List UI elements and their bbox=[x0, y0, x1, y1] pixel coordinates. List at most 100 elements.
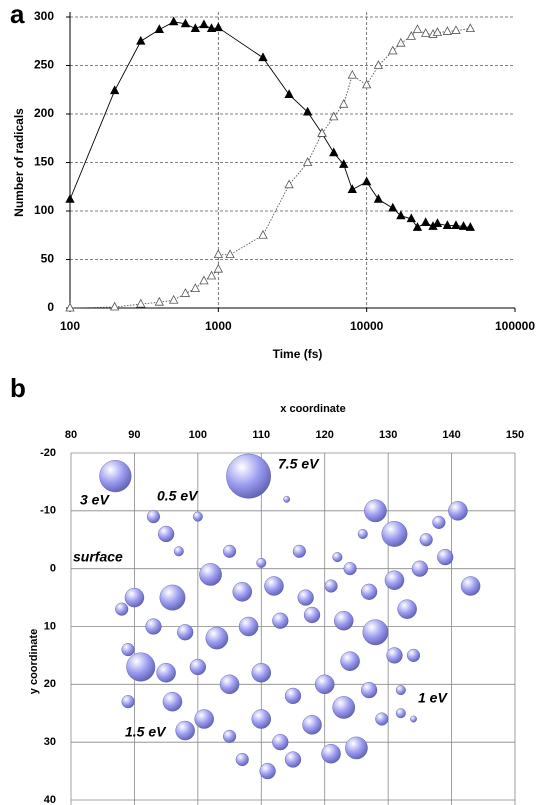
bubble bbox=[419, 533, 433, 547]
bubble bbox=[362, 619, 389, 646]
bubble bbox=[173, 546, 184, 557]
bubble bbox=[256, 557, 267, 568]
marker bbox=[329, 147, 339, 157]
bubble bbox=[251, 663, 271, 683]
marker bbox=[65, 302, 75, 312]
bubble bbox=[159, 584, 186, 611]
series-line bbox=[69, 21, 471, 229]
bubble bbox=[345, 736, 368, 760]
panel-label: b bbox=[10, 373, 26, 403]
marker bbox=[302, 106, 313, 116]
bubble bbox=[124, 587, 145, 608]
marker bbox=[180, 288, 191, 297]
marker bbox=[302, 157, 313, 166]
bubble bbox=[410, 715, 417, 723]
marker bbox=[347, 184, 357, 194]
marker bbox=[465, 23, 476, 33]
y-tick-label: 100 bbox=[34, 203, 54, 217]
bubble bbox=[360, 681, 378, 699]
bubble bbox=[272, 734, 289, 751]
x-tick-label: 130 bbox=[379, 429, 397, 441]
marker bbox=[339, 98, 349, 108]
bubble bbox=[189, 658, 206, 676]
bubble bbox=[162, 691, 183, 712]
y-tick-label: -20 bbox=[40, 447, 56, 459]
bubble bbox=[343, 562, 357, 576]
annotation: 0.5 eV bbox=[157, 488, 199, 504]
marker bbox=[190, 23, 201, 33]
y-tick-label: 200 bbox=[34, 106, 54, 120]
y-tick-label: 0 bbox=[50, 563, 56, 575]
marker bbox=[329, 111, 339, 121]
x-tick-label: 90 bbox=[128, 429, 140, 441]
marker bbox=[136, 35, 146, 45]
bubble bbox=[272, 612, 289, 629]
bubble bbox=[194, 709, 214, 729]
bubble bbox=[264, 576, 284, 596]
marker bbox=[412, 222, 423, 231]
bubble bbox=[332, 696, 356, 719]
bubble bbox=[126, 652, 156, 682]
bubble bbox=[334, 611, 354, 631]
marker bbox=[136, 298, 146, 308]
bubble bbox=[321, 744, 341, 764]
bubble bbox=[226, 453, 272, 499]
y-axis-label: y coordinate bbox=[28, 629, 40, 694]
marker bbox=[225, 249, 235, 259]
marker bbox=[169, 294, 179, 304]
marker bbox=[213, 263, 223, 273]
marker bbox=[284, 89, 294, 98]
bubble bbox=[302, 715, 322, 735]
x-tick-label: 100000 bbox=[495, 319, 535, 333]
marker bbox=[109, 301, 120, 311]
bubble bbox=[397, 599, 417, 619]
marker bbox=[154, 24, 164, 34]
y-axis-label: Number of radicals bbox=[12, 108, 26, 217]
x-axis-label: x coordinate bbox=[280, 403, 345, 415]
x-axis-label: Time (fs) bbox=[273, 347, 323, 361]
bubble bbox=[332, 552, 343, 563]
marker bbox=[65, 194, 75, 203]
bubble bbox=[232, 582, 252, 602]
marker bbox=[347, 69, 357, 79]
marker bbox=[451, 220, 461, 229]
x-tick-label: 100 bbox=[60, 319, 80, 333]
bubble bbox=[235, 752, 249, 767]
bubble bbox=[145, 618, 162, 635]
bubble bbox=[303, 606, 321, 624]
bubble bbox=[357, 529, 368, 539]
y-tick-label: 0 bbox=[47, 300, 54, 314]
bubble bbox=[259, 762, 276, 780]
bubble bbox=[223, 729, 237, 743]
bubble bbox=[223, 544, 237, 558]
x-tick-label: 10000 bbox=[350, 319, 384, 333]
bubble bbox=[251, 709, 271, 729]
bubble bbox=[460, 576, 481, 596]
bubble bbox=[175, 720, 195, 741]
annotation: 3 eV bbox=[80, 492, 110, 508]
bubble bbox=[156, 663, 176, 683]
bubble bbox=[315, 674, 335, 695]
bubble bbox=[386, 647, 403, 664]
marker bbox=[406, 213, 416, 223]
bubble bbox=[177, 624, 194, 641]
marker bbox=[190, 283, 201, 292]
marker bbox=[213, 22, 223, 32]
marker bbox=[396, 37, 406, 47]
y-tick-label: 30 bbox=[44, 736, 56, 748]
annotation: 1 eV bbox=[418, 690, 448, 706]
y-tick-label: 10 bbox=[44, 620, 56, 632]
marker bbox=[421, 28, 431, 37]
y-tick-label: 40 bbox=[44, 794, 56, 805]
marker bbox=[199, 275, 209, 285]
y-tick-label: 150 bbox=[34, 155, 54, 169]
marker bbox=[396, 210, 406, 220]
x-tick-label: 1000 bbox=[205, 319, 232, 333]
x-tick-label: 100 bbox=[189, 429, 207, 441]
bubble bbox=[238, 616, 259, 637]
bubble bbox=[284, 751, 302, 768]
marker bbox=[388, 202, 398, 212]
bubble bbox=[381, 521, 408, 547]
bubble bbox=[324, 579, 338, 593]
